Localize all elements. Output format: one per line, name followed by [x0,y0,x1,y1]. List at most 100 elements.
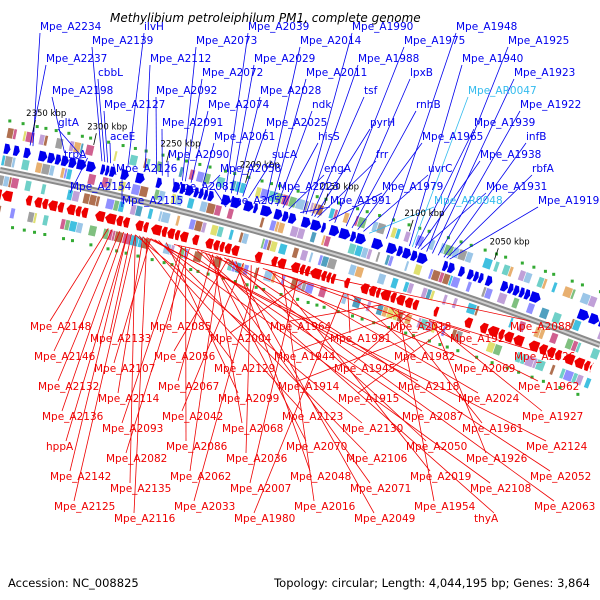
trna-mark [33,230,37,234]
cog-block [375,251,381,262]
gene-label: Mpe_A1948 [456,21,517,33]
cog-block [11,157,16,168]
gene-label: Mpe_A2057 [226,195,287,207]
trna-mark [247,175,251,179]
trna-mark [184,159,188,163]
gene-label: Mpe_A1954 [414,501,476,513]
trna-mark [598,290,600,294]
gene-arrow [254,251,263,263]
label-leader [216,255,555,502]
trna-mark [22,228,26,232]
gene-arrow [108,166,116,178]
cog-block [551,312,562,324]
label-leader [202,142,215,186]
trna-mark [504,255,508,259]
label-leader [432,320,487,454]
gene-arrow [464,317,474,329]
gene-label: Mpe_A1965 [422,131,483,143]
gene-label: Mpe_A1964 [270,321,332,333]
gene-label: Mpe_A2028 [260,85,321,97]
cog-block [226,208,234,220]
cog-block [541,278,548,289]
gene-arrow [433,306,440,317]
cog-block [289,225,299,238]
cog-block [551,282,558,293]
trna-mark [378,214,382,218]
gene-label: Mpe_A2068 [222,423,283,435]
trna-mark [505,366,509,370]
cog-block [9,208,16,219]
label-leader [127,32,145,168]
cog-block [260,238,266,249]
genome-backbone-highlight [0,169,600,346]
cog-block [525,302,536,315]
gene-arrow [105,213,117,225]
gene-label: Mpe_A2126 [116,163,178,175]
label-leader [117,236,144,394]
label-leader [135,234,363,424]
cog-block [348,264,357,276]
cog-block [308,252,314,263]
gene-arrow [477,272,484,284]
cog-block [79,143,84,154]
gene-label: Mpe_A2108 [470,483,531,495]
cog-block [496,292,508,305]
gene-label: Mpe_A2099 [218,393,279,405]
cog-block [63,168,68,179]
gene-label: Mpe_A1982 [394,351,455,363]
gene-label: Mpe_A2088 [510,321,571,333]
gene-label: Mpe_A2198 [52,85,113,97]
cog-block [332,209,339,220]
cog-block [570,289,576,300]
trna-mark [223,169,227,173]
cog-block [280,194,291,206]
gene-label: Mpe_A2024 [458,393,520,405]
cog-block [101,176,109,188]
gene-arrow [123,217,131,228]
label-leader [266,269,479,394]
label-leader [311,96,365,217]
cog-block [24,180,32,192]
kbp-tick-mark [93,133,97,146]
cog-block [128,154,139,167]
kbp-tick-mark [32,119,36,132]
gene-arrow [174,229,181,241]
cog-block [73,141,82,153]
gene-label: Mpe_A2049 [354,513,415,525]
label-leader [109,142,111,164]
gene-label: Mpe_A2129 [214,363,275,375]
gene-arrow [404,297,414,309]
trna-mark [456,349,460,353]
label-leader [91,46,103,162]
cog-block [107,178,113,189]
cog-block [354,266,365,278]
label-leader [414,128,475,248]
cog-block [199,201,208,213]
label-leader [155,96,157,175]
gene-arrow [205,238,214,250]
gene-arrow [487,325,500,338]
cog-block [65,168,73,180]
cog-block [259,217,265,228]
gene-label: Mpe_A2114 [98,393,160,405]
cog-block [341,293,348,305]
trna-mark [62,237,66,241]
cog-block [317,286,327,298]
kbp-tick-label: 2350 kbp [26,109,66,119]
cog-block [501,264,511,276]
cog-block [254,186,262,198]
cog-block [170,193,177,205]
gene-label: Mpe_A2014 [300,35,362,47]
gene-label: thyA [474,513,499,525]
genome-title: Methylibium petroleiphilum PM1, complete… [110,11,421,25]
kbp-tick-mark [166,150,170,163]
gene-arrow [401,247,411,259]
gene-label: rbfA [532,163,555,175]
gene-label: pyrH [370,117,395,129]
gene-arrow [273,208,283,220]
kbp-ticks: 2350 kbp 2300 kbp 2250 kbp 2200 kbp 2150 kbp… [26,109,530,260]
cog-block [387,255,394,267]
trna-mark [35,125,39,129]
cog-block [450,329,458,340]
